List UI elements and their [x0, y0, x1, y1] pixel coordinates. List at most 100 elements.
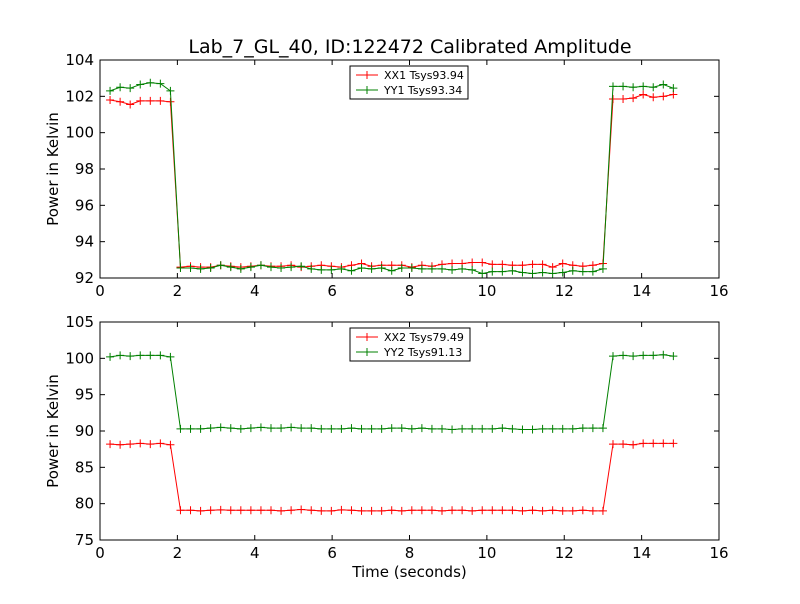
data-point [427, 506, 436, 515]
data-point [548, 424, 557, 433]
data-point [639, 82, 648, 91]
data-point [407, 264, 416, 273]
data-point [246, 506, 255, 515]
data-point [508, 266, 517, 275]
data-point [437, 264, 446, 273]
data-point [538, 268, 547, 277]
data-point [246, 424, 255, 433]
data-point [608, 352, 617, 361]
data-point [669, 439, 678, 448]
data-point [116, 97, 125, 106]
data-point [619, 351, 628, 360]
data-point [498, 260, 507, 269]
data-point [468, 258, 477, 267]
data-point [377, 424, 386, 433]
data-point [307, 424, 316, 433]
data-point [126, 84, 135, 93]
data-point [478, 269, 487, 278]
data-point [568, 506, 577, 515]
data-point [588, 267, 597, 276]
data-point [226, 424, 235, 433]
data-point [277, 506, 286, 515]
data-point [146, 96, 155, 105]
data-point [116, 440, 125, 449]
y-tick-label: 100 [65, 124, 94, 142]
data-point [216, 261, 225, 270]
data-point [488, 424, 497, 433]
panel-2: 0 2 4 6 8 10 12 14 16 75 80 85 90 95 100 105 Power in Ke… [44, 313, 729, 581]
data-point [106, 352, 115, 361]
data-point [407, 506, 416, 515]
data-point [649, 351, 658, 360]
data-point [307, 264, 316, 273]
data-point [518, 425, 527, 434]
data-point [397, 424, 406, 433]
data-point [578, 506, 587, 515]
y-tick-label: 102 [65, 87, 94, 105]
data-point [297, 505, 306, 514]
data-point [498, 267, 507, 276]
data-point [488, 267, 497, 276]
data-point [136, 80, 145, 89]
data-point [287, 423, 296, 432]
data-point [287, 263, 296, 272]
data-point [427, 264, 436, 273]
legend: XX2 Tsys79.49 YY2 Tsys91.13 [349, 327, 471, 362]
data-point [518, 268, 527, 277]
data-point [156, 439, 165, 448]
data-point [287, 506, 296, 515]
data-point [387, 266, 396, 275]
x-tick-label: 2 [173, 544, 183, 562]
data-point [196, 264, 205, 273]
data-point [206, 264, 215, 273]
data-point [608, 82, 617, 91]
legend-label: YY2 Tsys91.13 [383, 346, 462, 359]
data-point [478, 424, 487, 433]
data-point [448, 265, 457, 274]
x-tick-label: 6 [327, 544, 337, 562]
data-point [327, 424, 336, 433]
data-point [528, 269, 537, 278]
data-point [588, 506, 597, 515]
data-point [236, 506, 245, 515]
data-point [538, 506, 547, 515]
y-axis-label: Power in Kelvin [44, 112, 62, 226]
legend-swatch-marker [363, 348, 371, 356]
data-point [166, 440, 175, 449]
data-point [327, 506, 336, 515]
data-point [266, 424, 275, 433]
data-point [196, 424, 205, 433]
data-point [377, 506, 386, 515]
x-tick-label: 2 [173, 282, 183, 300]
x-tick-label: 8 [405, 544, 415, 562]
legend-box [349, 65, 469, 100]
data-point [136, 439, 145, 448]
data-point [216, 423, 225, 432]
data-point [468, 506, 477, 515]
data-point [568, 266, 577, 275]
data-point [317, 506, 326, 515]
data-point [126, 100, 135, 109]
data-point [458, 506, 467, 515]
data-point [488, 506, 497, 515]
data-point [277, 424, 286, 433]
data-point [367, 506, 376, 515]
data-point [226, 506, 235, 515]
x-tick-label: 4 [250, 282, 260, 300]
y-tick-label: 95 [75, 386, 94, 404]
data-point [146, 440, 155, 449]
data-point [347, 266, 356, 275]
data-point [558, 268, 567, 277]
data-point [136, 96, 145, 105]
data-point [437, 424, 446, 433]
data-point [116, 351, 125, 360]
data-point [256, 423, 265, 432]
data-point [236, 264, 245, 273]
data-point [548, 269, 557, 278]
data-point [417, 506, 426, 515]
y-tick-label: 90 [75, 422, 94, 440]
data-point [387, 506, 396, 515]
